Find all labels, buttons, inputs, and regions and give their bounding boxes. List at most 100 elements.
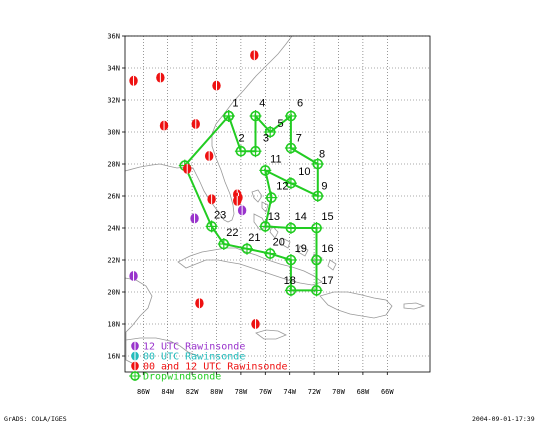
dropwindsonde-marker — [217, 238, 230, 250]
honduras-coastline — [125, 337, 199, 357]
lon-tick-label: 76W — [259, 388, 272, 396]
jamaica-coastline — [255, 329, 287, 340]
lon-tick-label: 84W — [161, 388, 174, 396]
track-point-label: 20 — [273, 237, 285, 249]
dropwindsonde-marker — [264, 126, 277, 138]
lon-tick-label: 72W — [308, 388, 321, 396]
lat-lon-grid — [125, 35, 430, 372]
legend-item-00_12: 00 and 12 UTC Rawinsonde — [131, 362, 288, 373]
track-point-label: 16 — [321, 243, 333, 255]
coastline — [124, 35, 426, 367]
dropwindsonde-marker — [284, 142, 297, 154]
rawinsonde-marker — [195, 298, 204, 309]
lon-tick-label: 66W — [381, 388, 394, 396]
track-point-label: 21 — [248, 232, 260, 244]
dropwindsonde-marker — [284, 254, 297, 266]
lon-tick-label: 70W — [332, 388, 345, 396]
dropwindsonde-marker — [249, 110, 262, 122]
us-coastline — [124, 35, 293, 223]
dropwindsonde-marker — [249, 145, 262, 158]
lat-tick-label: 34N — [107, 65, 120, 73]
lat-tick-label: 26N — [107, 193, 120, 201]
footer-timestamp: 2004-09-01-17:39 — [472, 415, 535, 423]
lon-tick-label: 80W — [210, 388, 223, 396]
rawinsonde-marker — [237, 205, 247, 216]
legend-label: 00 and 12 UTC Rawinsonde — [143, 362, 288, 373]
rawinsonde-marker — [129, 75, 138, 86]
dropwindsonde-marker — [284, 284, 297, 297]
lat-tick-label: 20N — [107, 289, 120, 297]
rawinsonde-markers — [129, 50, 260, 329]
lat-tick-label: 24N — [107, 225, 120, 233]
rawinsonde-marker — [233, 195, 242, 206]
lon-tick-label: 68W — [357, 388, 370, 396]
track-point-label: 10 — [298, 166, 310, 178]
rawinsonde-marker — [190, 213, 199, 224]
track-point-label: 11 — [270, 153, 281, 165]
track-point-label: 1 — [232, 97, 238, 109]
lat-tick-label: 36N — [107, 33, 120, 41]
rawinsonde-marker — [183, 163, 192, 174]
dropwindsonde-marker — [264, 247, 277, 260]
dropwindsonde-marker — [310, 254, 323, 266]
plot-frame — [124, 35, 431, 373]
legend-item-12: 12 UTC Rawinsonde — [131, 342, 245, 353]
track-point-label: 15 — [321, 211, 333, 223]
track-point-label: 12 — [276, 181, 288, 193]
axis-labels: 16N 18N 20N 22N 24N 26N 28N 30N 32N 34N 36N 86W 84W 8… — [107, 33, 394, 397]
track-point-label: 14 — [295, 211, 307, 223]
puerto-rico-coastline — [403, 302, 426, 310]
dropwindsonde-marker — [284, 222, 297, 234]
dropwindsonde-marker — [284, 110, 297, 122]
track-point-label: 17 — [321, 275, 333, 287]
legend-label: Dropwindsonde — [143, 372, 221, 383]
track-point-label: 4 — [259, 97, 265, 109]
track-point-label: 8 — [319, 149, 325, 161]
legend-item-drop: Dropwindsonde — [129, 371, 221, 383]
lon-tick-label: 86W — [137, 388, 150, 396]
rawinsonde-marker — [251, 319, 260, 329]
dropwindsonde-marker — [311, 190, 324, 202]
rawinsonde-marker — [159, 120, 169, 131]
cuba-coastline — [177, 247, 323, 286]
track-point-label: 3 — [263, 133, 269, 145]
track-point-label: 23 — [214, 209, 226, 221]
lon-tick-label: 78W — [235, 388, 248, 396]
rawinsonde-marker — [129, 271, 138, 281]
lat-tick-label: 22N — [107, 257, 120, 265]
lat-tick-label: 32N — [107, 97, 120, 105]
dropwindsonde-marker — [222, 110, 235, 122]
track-point-label: 2 — [238, 133, 244, 145]
rawinsonde-marker — [156, 72, 165, 83]
lat-tick-label: 16N — [107, 353, 120, 361]
dropwindsonde-marker — [284, 177, 297, 190]
yucatan-coastline — [124, 277, 153, 367]
track-point-label: 5 — [278, 118, 284, 130]
track-point-label: 13 — [268, 211, 280, 223]
rawinsonde-marker — [204, 151, 214, 161]
dropwindsonde-marker — [310, 284, 323, 297]
rawinsonde-marker — [212, 80, 221, 91]
rawinsonde-marker — [250, 50, 259, 61]
dropwindsonde-marker — [205, 220, 218, 233]
track-point-label: 22 — [226, 227, 238, 239]
dropwindsonde-marker — [259, 220, 272, 233]
dropwindsonde-markers — [178, 110, 324, 297]
dropwindsonde-marker — [234, 145, 247, 158]
track-point-label: 9 — [321, 181, 327, 193]
rawinsonde-marker — [191, 119, 200, 129]
dropwindsonde-marker — [310, 222, 323, 234]
bahamas-coastline — [251, 189, 337, 271]
track-point-label: 6 — [297, 97, 303, 109]
dropwindsonde-marker — [259, 164, 272, 177]
dropwindsonde-marker — [241, 242, 253, 255]
footer-credit: GrADS: COLA/IGES — [4, 415, 67, 423]
legend-label: 00 UTC Rawinsonde — [143, 352, 245, 363]
dropwindsonde-marker — [265, 191, 278, 204]
dropwindsonde-marker — [311, 158, 324, 170]
lon-tick-label: 82W — [186, 388, 199, 396]
track-point-label: 19 — [295, 243, 307, 255]
